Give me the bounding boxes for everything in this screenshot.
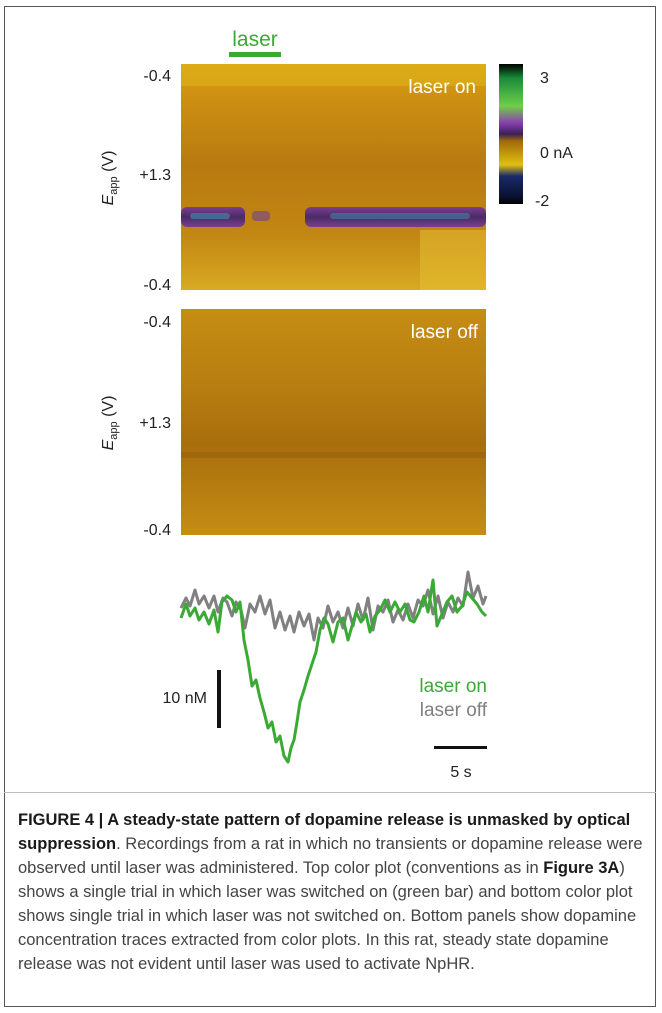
figure-graphic: laser laser on -0.4 +1.3 -0.4 Eapp (V) 3… [100,28,573,781]
colorbar-tick-max: 3 [540,70,549,87]
scale-bar-y [217,670,221,728]
bottom-y-axis-label: Eapp (V) [100,396,120,451]
figure-caption: FIGURE 4 | A steady-state pattern of dop… [18,808,648,976]
top-ytick-mid: +1.3 [139,167,171,184]
legend-laser-on: laser on [419,676,487,697]
caption-text-1: . Recordings from a rat in which no tran… [18,835,643,877]
top-panel-label: laser on [408,77,476,98]
bottom-color-plot [181,309,486,535]
trace-laser-on [179,578,488,764]
trace-laser-off [179,570,488,642]
caption-figure-ref[interactable]: Figure 3A [543,859,620,877]
scale-bar-x [434,746,487,749]
bottom-ytick-top: -0.4 [143,314,171,331]
colorbar-tick-min: -2 [535,193,549,210]
top-color-plot [181,64,486,290]
bottom-ytick-mid: +1.3 [139,415,171,432]
laser-bar-label: laser [232,28,278,51]
figure-frame [4,6,656,1007]
caption-divider [4,792,656,793]
scale-bar-y-label: 10 nM [163,690,207,707]
top-ytick-top: -0.4 [143,68,171,85]
colorbar [499,64,523,204]
colorbar-tick-zero: 0 nA [540,145,573,162]
bottom-panel-label: laser off [411,322,479,343]
top-y-axis-label: Eapp (V) [100,151,120,206]
scale-bar-x-label: 5 s [450,764,471,781]
caption-text-2: ) shows a single trial in which laser wa… [18,859,637,973]
laser-bar [229,52,281,57]
legend-laser-off: laser off [420,700,488,721]
bottom-ytick-bottom: -0.4 [143,522,171,539]
top-ytick-bottom: -0.4 [143,277,171,294]
caption-title: FIGURE 4 | A steady-state pattern of dop… [18,811,631,853]
